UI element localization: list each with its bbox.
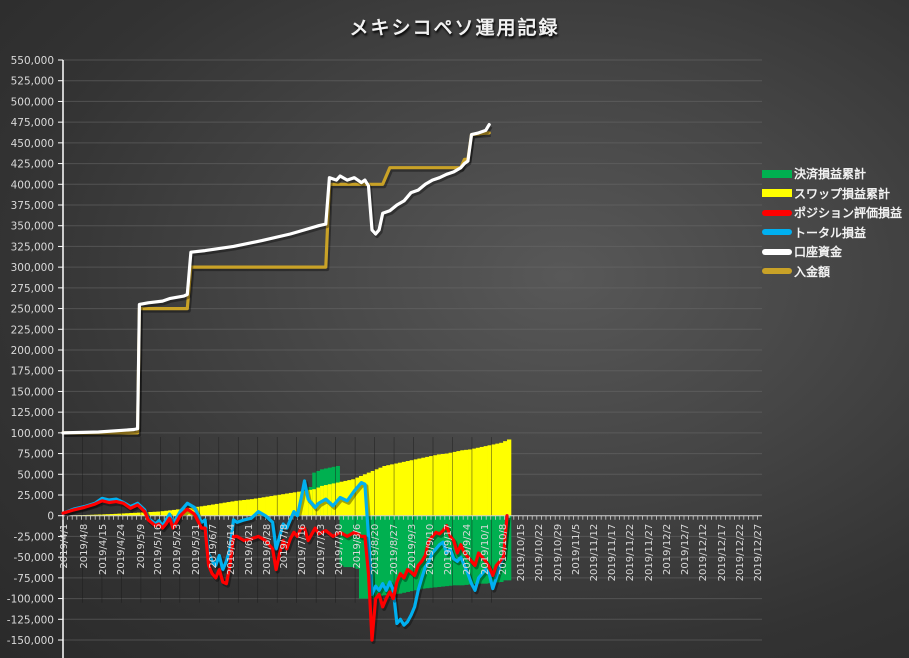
y-tick-label: -75,000 bbox=[13, 573, 54, 585]
x-tick-label: 2019/7/8 bbox=[279, 524, 290, 569]
y-tick-label: 400,000 bbox=[11, 179, 54, 191]
y-tick-label: -150,000 bbox=[7, 635, 54, 647]
x-tick-label: 2019/10/8 bbox=[498, 524, 509, 575]
x-tick-label: 2019/4/8 bbox=[79, 524, 90, 569]
y-tick-label: 375,000 bbox=[11, 200, 54, 212]
x-tick-label: 2019/4/15 bbox=[98, 524, 109, 575]
x-axis-ticks: 2019/4/1 2019/4/8 2019/4/15 2019/4/24 2019/5… bbox=[59, 524, 764, 582]
x-tick-label: 2019/12/27 bbox=[753, 524, 764, 582]
y-tick-label: 225,000 bbox=[11, 324, 54, 336]
legend-item-account-balance[interactable]: 口座資金 bbox=[762, 242, 902, 262]
y-tick-label: 350,000 bbox=[11, 221, 54, 233]
x-tick-label: 2019/10/1 bbox=[480, 524, 491, 575]
x-tick-label: 2019/5/31 bbox=[191, 524, 202, 575]
legend-item-swap-pl[interactable]: スワップ損益累計 bbox=[762, 184, 902, 204]
x-tick-label: 2019/8/6 bbox=[352, 524, 363, 569]
legend-label: 入金額 bbox=[794, 264, 831, 279]
y-tick-label: 325,000 bbox=[11, 241, 54, 253]
y-tick-label: 475,000 bbox=[11, 117, 54, 129]
y-tick-label: 500,000 bbox=[11, 96, 54, 108]
y-tick-label: 0 bbox=[47, 511, 54, 523]
x-tick-label: 2019/9/17 bbox=[443, 524, 454, 575]
x-tick-label: 2019/11/27 bbox=[644, 524, 655, 582]
line-ポジション評価損益 bbox=[61, 499, 509, 642]
x-tick-label: 2019/9/24 bbox=[462, 524, 473, 575]
y-tick-label: 150,000 bbox=[11, 386, 54, 398]
x-tick-label: 2019/4/1 bbox=[59, 524, 70, 569]
x-tick-label: 2019/12/17 bbox=[717, 524, 728, 582]
legend-item-deposit[interactable]: 入金額 bbox=[762, 262, 902, 282]
x-tick-label: 2019/6/21 bbox=[244, 524, 255, 575]
legend-item-total-pl[interactable]: トータル損益 bbox=[762, 223, 902, 243]
x-tick-label: 2019/7/16 bbox=[297, 524, 308, 575]
y-tick-label: -100,000 bbox=[7, 594, 54, 606]
y-tick-label: 200,000 bbox=[11, 345, 54, 357]
legend-label: 口座資金 bbox=[794, 245, 843, 260]
legend-swatch-gold bbox=[762, 268, 792, 275]
x-tick-label: 2019/5/9 bbox=[136, 524, 147, 569]
x-tick-label: 2019/12/7 bbox=[680, 524, 691, 575]
x-tick-label: 2019/8/20 bbox=[370, 524, 381, 575]
y-tick-label: -125,000 bbox=[7, 614, 54, 626]
legend-swatch-yellow bbox=[762, 189, 792, 198]
y-tick-label: 75,000 bbox=[17, 449, 54, 461]
line-series bbox=[61, 123, 511, 644]
x-tick-label: 2019/11/12 bbox=[589, 524, 600, 582]
x-tick-label: 2019/8/27 bbox=[389, 524, 400, 575]
line-入金額 bbox=[61, 131, 491, 435]
x-tick-label: 2019/5/23 bbox=[172, 524, 183, 575]
x-tick-label: 2019/10/22 bbox=[534, 524, 545, 582]
legend-swatch-blue bbox=[762, 229, 792, 236]
x-tick-label: 2019/9/3 bbox=[407, 524, 418, 569]
y-tick-label: -50,000 bbox=[13, 552, 54, 564]
x-tick-label: 2019/12/22 bbox=[735, 524, 746, 582]
chart-title: メキシコペソ運用記録 bbox=[349, 17, 560, 39]
x-tick-label: 2019/11/22 bbox=[625, 524, 636, 582]
legend-label: ポジション評価損益 bbox=[794, 206, 903, 221]
y-tick-label: 275,000 bbox=[11, 283, 54, 295]
x-tick-label: 2019/4/24 bbox=[116, 524, 127, 575]
y-tick-label: 175,000 bbox=[11, 366, 54, 378]
x-tick-label: 2019/7/30 bbox=[334, 524, 345, 575]
y-tick-label: 100,000 bbox=[11, 428, 54, 440]
line-トータル損益 bbox=[61, 479, 509, 627]
x-tick-label: 2019/6/7 bbox=[208, 524, 219, 569]
y-tick-label: 25,000 bbox=[17, 490, 54, 502]
x-tick-label: 2019/12/12 bbox=[698, 524, 709, 582]
legend-label: スワップ損益累計 bbox=[794, 186, 891, 201]
x-tick-label: 2019/7/23 bbox=[316, 524, 327, 575]
legend-item-settled-pl[interactable]: 決済損益累計 bbox=[762, 164, 902, 184]
y-tick-label: 250,000 bbox=[11, 304, 54, 316]
x-tick-label: 2019/6/28 bbox=[262, 524, 273, 575]
y-tick-label: -25,000 bbox=[13, 531, 54, 543]
chart-legend: 決済損益累計 スワップ損益累計 ポジション評価損益 トータル損益 口座資金 入金… bbox=[762, 164, 902, 281]
legend-label: トータル損益 bbox=[794, 225, 867, 240]
y-tick-label: 425,000 bbox=[11, 159, 54, 171]
x-tick-label: 2019/10/15 bbox=[516, 524, 527, 582]
x-tick-label: 2019/11/17 bbox=[607, 524, 618, 582]
x-tick-label: 2019/6/14 bbox=[226, 524, 237, 575]
line-口座資金 bbox=[61, 123, 491, 435]
legend-label: 決済損益累計 bbox=[794, 167, 867, 182]
y-axis-ticks: 550,000 525,000 500,000 475,000 450,000 425,0… bbox=[7, 55, 63, 647]
x-tick-label: 2019/9/10 bbox=[425, 524, 436, 575]
legend-swatch-red bbox=[762, 209, 792, 216]
x-tick-label: 2019/10/29 bbox=[553, 524, 564, 582]
legend-item-position-pl[interactable]: ポジション評価損益 bbox=[762, 203, 902, 223]
y-tick-label: 50,000 bbox=[17, 469, 54, 481]
x-tick-label: 2019/5/16 bbox=[153, 524, 164, 575]
y-tick-label: 450,000 bbox=[11, 138, 54, 150]
x-tick-label: 2019/12/2 bbox=[662, 524, 673, 575]
legend-swatch-white bbox=[762, 248, 792, 255]
y-tick-label: 300,000 bbox=[11, 262, 54, 274]
y-tick-label: 125,000 bbox=[11, 407, 54, 419]
x-tick-label: 2019/11/5 bbox=[571, 524, 582, 575]
y-tick-label: 525,000 bbox=[11, 76, 54, 88]
y-tick-label: 550,000 bbox=[11, 55, 54, 67]
legend-swatch-green bbox=[762, 169, 792, 178]
